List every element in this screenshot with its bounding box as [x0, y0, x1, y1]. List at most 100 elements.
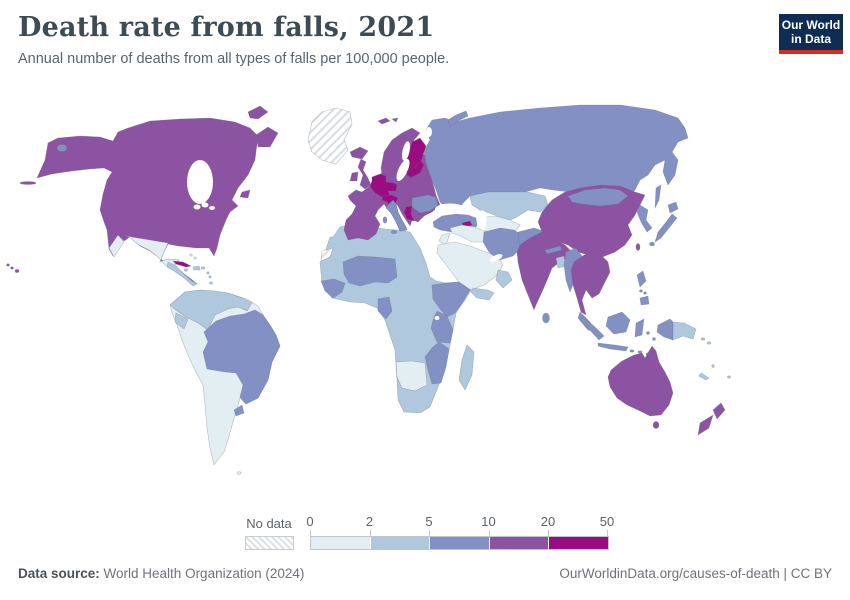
country-papua-new-guinea[interactable] — [672, 321, 697, 341]
country-visayas[interactable] — [639, 289, 643, 293]
country-sakhalin[interactable] — [654, 184, 662, 209]
country-bahamas[interactable] — [189, 253, 193, 257]
country-puerto-rico[interactable] — [201, 266, 206, 270]
country-visayas[interactable] — [643, 291, 647, 295]
owid-url-link[interactable]: OurWorldinData.org/causes-of-death | CC … — [559, 566, 832, 581]
country-oman[interactable] — [495, 269, 513, 289]
country-new-caledonia[interactable] — [698, 372, 710, 381]
country-baffin-island[interactable] — [255, 126, 279, 148]
country-aleutians[interactable] — [19, 181, 37, 185]
gulf-of-bothnia-water — [401, 141, 411, 161]
country-bering-island[interactable] — [56, 144, 68, 152]
country-moluccas[interactable] — [646, 331, 650, 335]
country-vanuatu[interactable] — [711, 364, 715, 368]
country-fiji[interactable] — [727, 375, 731, 379]
country-novaya-zemlya[interactable] — [447, 110, 469, 128]
country-west-papua[interactable] — [656, 318, 674, 341]
legend-bin-2-5[interactable] — [370, 537, 431, 549]
country-japan-hokkaido[interactable] — [667, 201, 679, 214]
country-iceland[interactable] — [349, 146, 369, 160]
country-scandinavia[interactable] — [380, 127, 421, 185]
country-solomon-islands[interactable] — [706, 341, 712, 345]
country-sicily[interactable] — [390, 229, 398, 235]
country-sri-lanka[interactable] — [542, 312, 550, 324]
country-romania-bulgaria[interactable] — [411, 194, 439, 214]
country-namibia-botswana[interactable] — [395, 360, 428, 392]
country-central-america[interactable] — [166, 261, 198, 287]
country-banks-island[interactable] — [199, 120, 215, 132]
country-mali-niger[interactable] — [342, 255, 398, 287]
country-new-zealand-south[interactable] — [697, 414, 714, 436]
country-hawaii[interactable] — [10, 266, 14, 270]
country-sumatra[interactable] — [579, 316, 605, 341]
country-moluccas[interactable] — [652, 337, 656, 341]
owid-logo-line1: Our World — [781, 18, 841, 32]
legend-bin-20-50[interactable] — [549, 537, 608, 549]
country-north-america[interactable] — [36, 117, 259, 286]
persian-gulf-water — [489, 254, 503, 262]
country-indochina[interactable] — [570, 251, 611, 316]
country-mindanao[interactable] — [639, 295, 650, 306]
country-falklands[interactable] — [236, 471, 242, 475]
owid-logo[interactable]: Our World in Data — [779, 14, 843, 54]
country-estonia-latvia[interactable] — [406, 160, 425, 178]
legend-no-data-swatch[interactable] — [245, 536, 294, 550]
country-svalbard[interactable] — [377, 117, 391, 125]
country-solomon-islands[interactable] — [700, 337, 706, 341]
country-java[interactable] — [597, 342, 629, 352]
country-lesser-sunda[interactable] — [629, 349, 635, 353]
country-korea[interactable] — [636, 204, 653, 233]
country-japan-honshu[interactable] — [654, 213, 678, 243]
country-madagascar[interactable] — [458, 344, 475, 391]
legend-bin-0-2[interactable] — [311, 537, 371, 549]
country-newfoundland[interactable] — [239, 189, 251, 199]
country-russia[interactable] — [423, 104, 689, 213]
country-victoria-island[interactable] — [217, 125, 241, 139]
country-colombia-venezuela[interactable] — [169, 289, 253, 331]
country-greece[interactable] — [403, 205, 415, 222]
country-ellesmere-island[interactable] — [247, 105, 269, 120]
country-new-zealand-north[interactable] — [712, 402, 726, 420]
country-tasmania[interactable] — [652, 421, 660, 429]
country-united-kingdom[interactable] — [357, 158, 372, 190]
country-ethiopia-somalia[interactable] — [431, 281, 472, 318]
country-saudi-arabia[interactable] — [436, 241, 504, 291]
country-senegal-guinea[interactable] — [320, 278, 346, 299]
country-hispaniola[interactable] — [192, 265, 201, 271]
country-lesser-antilles[interactable] — [206, 271, 210, 275]
country-japan-kyushu[interactable] — [649, 241, 655, 247]
legend-tick-label: 5 — [425, 514, 433, 529]
country-luzon[interactable] — [636, 270, 647, 288]
country-western-sahara[interactable] — [320, 247, 334, 262]
legend-tick-label: 10 — [481, 514, 496, 529]
country-sulawesi[interactable] — [634, 318, 645, 338]
country-borneo[interactable] — [605, 311, 631, 335]
country-svalbard[interactable] — [391, 117, 399, 123]
country-bahamas[interactable] — [193, 256, 197, 260]
country-lesser-antilles[interactable] — [208, 275, 212, 279]
country-sardinia[interactable] — [382, 216, 388, 224]
country-taiwan[interactable] — [635, 243, 641, 251]
country-mongolia[interactable] — [567, 187, 629, 207]
country-trinidad[interactable] — [209, 281, 213, 285]
country-uruguay[interactable] — [233, 404, 245, 417]
legend-bin-10-20[interactable] — [489, 537, 550, 549]
country-greenland[interactable] — [307, 107, 353, 165]
country-mozambique-zimbabwe[interactable] — [424, 341, 450, 385]
country-cuba[interactable] — [172, 260, 192, 268]
country-italy[interactable] — [385, 199, 408, 232]
country-ecuador[interactable] — [174, 312, 189, 330]
country-baja-california[interactable] — [108, 234, 125, 258]
country-germany-austria-czechia[interactable] — [369, 173, 398, 198]
country-ireland[interactable] — [349, 171, 359, 182]
country-hawaii[interactable] — [14, 269, 20, 273]
country-brazil-bolivia[interactable] — [202, 309, 281, 405]
country-nepal[interactable] — [544, 245, 563, 255]
country-cameroon[interactable] — [377, 296, 393, 320]
country-jamaica[interactable] — [184, 268, 189, 272]
country-lesser-sunda[interactable] — [637, 350, 643, 354]
country-australia[interactable] — [607, 345, 674, 417]
legend-bin-5-10[interactable] — [430, 537, 490, 549]
country-yemen[interactable] — [470, 287, 495, 301]
country-hawaii[interactable] — [6, 263, 10, 267]
